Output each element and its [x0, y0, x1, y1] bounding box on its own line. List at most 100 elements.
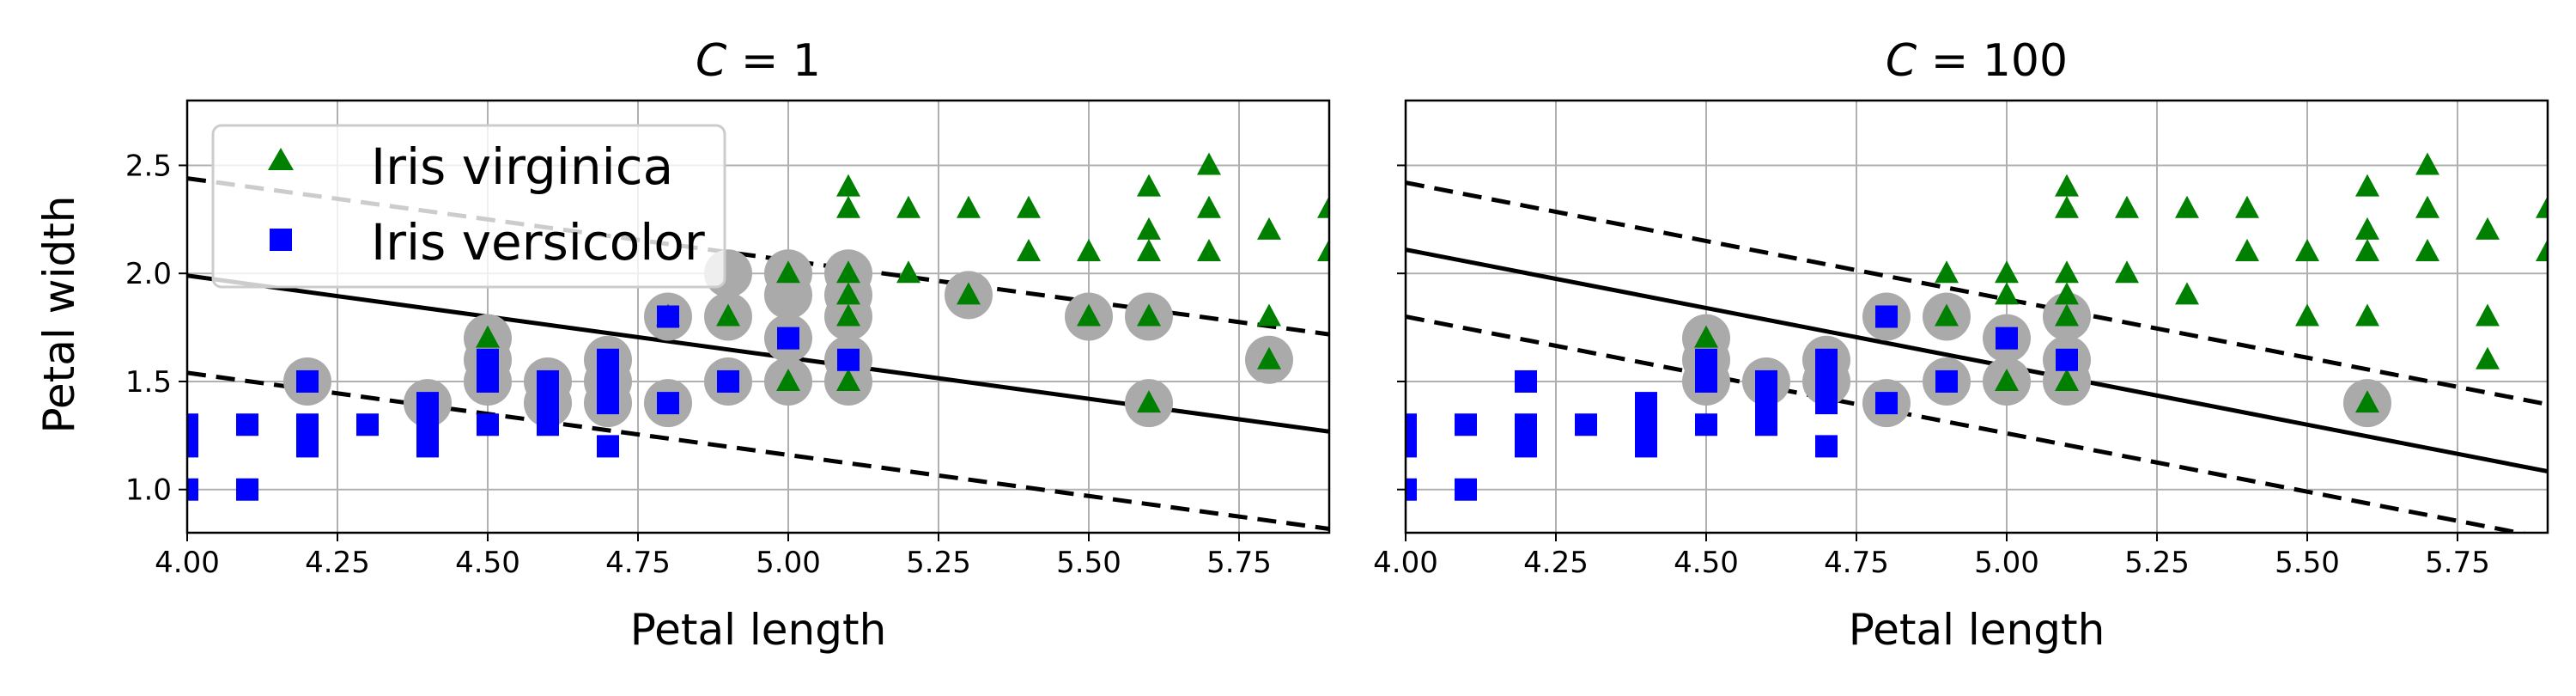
x-tick-label: 5.25: [2124, 546, 2190, 580]
plot-background: [1406, 101, 2548, 533]
virginica-point: [896, 260, 920, 284]
versicolor-point: [1755, 392, 1777, 415]
virginica-point: [2295, 239, 2319, 262]
versicolor-point: [477, 413, 499, 437]
virginica-point: [957, 195, 981, 218]
versicolor-point: [1635, 413, 1657, 437]
virginica-point: [1197, 195, 1221, 218]
virginica-point: [2055, 303, 2079, 327]
x-tick-label: 5.50: [1056, 546, 1121, 580]
versicolor-point: [356, 413, 379, 437]
versicolor-point: [477, 369, 499, 393]
virginica-point: [2415, 152, 2439, 175]
plot-content: [187, 152, 1329, 531]
virginica-point: [716, 303, 740, 327]
virginica-point: [2355, 217, 2379, 240]
versicolor-point: [1515, 369, 1537, 393]
virginica-point: [2476, 303, 2500, 327]
virginica-point: [1077, 303, 1101, 327]
virginica-point: [836, 303, 860, 327]
virginica-point: [1257, 346, 1281, 369]
versicolor-point: [1515, 413, 1537, 437]
x-tick-label: 5.25: [906, 546, 971, 580]
virginica-point: [1257, 303, 1281, 327]
versicolor-point: [837, 348, 860, 371]
x-tick-label: 4.25: [1523, 546, 1589, 580]
virginica-point: [2055, 174, 2079, 197]
y-tick-label: 1.5: [125, 365, 172, 400]
versicolor-point: [1406, 478, 1417, 501]
virginica-point: [1995, 368, 2019, 391]
virginica-point: [1257, 217, 1281, 240]
versicolor-point: [1695, 413, 1717, 437]
virginica-point: [1935, 260, 1959, 284]
versicolor-point: [597, 348, 619, 371]
versicolor-point: [657, 392, 679, 415]
versicolor-point: [1635, 392, 1657, 415]
plot-content: [1406, 152, 2548, 533]
versicolor-point: [537, 369, 559, 393]
versicolor-point: [597, 435, 619, 458]
x-tick-label: 5.75: [2425, 546, 2490, 580]
legend-square-icon: [270, 229, 292, 251]
versicolor-point: [777, 327, 799, 350]
title-value: = 1: [726, 35, 821, 87]
margin-upper-line: [1406, 180, 2548, 407]
versicolor-point: [1815, 348, 1838, 371]
x-tick-label: 4.25: [305, 546, 370, 580]
versicolor-point: [1875, 305, 1898, 328]
virginica-point: [2355, 390, 2379, 413]
x-tick-label: 4.75: [605, 546, 671, 580]
virginica-point: [2115, 195, 2139, 218]
virginica-point: [896, 195, 920, 218]
virginica-point: [1077, 239, 1101, 262]
y-axis-label: Petal width: [34, 196, 84, 434]
virginica-point: [2055, 260, 2079, 284]
panel-c100: C = 100 4.00 4.25 4.50 4.75 5.00 5.25 5.50 5.75…: [1373, 35, 2549, 655]
virginica-point: [776, 260, 800, 284]
x-axis-label-c1: Petal length: [630, 605, 887, 655]
versicolor-point: [1695, 348, 1717, 371]
versicolor-point: [537, 392, 559, 415]
legend-label-versicolor: Iris versicolor: [371, 213, 705, 272]
virginica-point: [2536, 195, 2548, 218]
x-tick-label: 4.00: [155, 546, 220, 580]
virginica-point: [2055, 195, 2079, 218]
y-tick-label: 2.5: [125, 149, 172, 183]
versicolor-point: [1455, 478, 1477, 501]
versicolor-point: [1935, 369, 1958, 393]
virginica-point: [2355, 303, 2379, 327]
virginica-point: [957, 282, 981, 305]
virginica-point: [1017, 195, 1041, 218]
panel-title-c100: C = 100: [1886, 35, 2068, 87]
title-value: = 100: [1917, 35, 2068, 87]
virginica-point: [836, 260, 860, 284]
virginica-point: [836, 174, 860, 197]
versicolor-point: [1996, 327, 2018, 350]
x-tick-label: 4.50: [455, 546, 520, 580]
virginica-point: [2235, 239, 2259, 262]
versicolor-point: [1695, 369, 1717, 393]
versicolor-point: [296, 413, 319, 437]
virginica-point: [2476, 346, 2500, 369]
versicolor-point: [597, 369, 619, 393]
versicolor-point: [597, 392, 619, 415]
versicolor-point: [1406, 435, 1417, 458]
legend-box: [211, 124, 726, 289]
versicolor-point: [187, 435, 198, 458]
versicolor-point: [296, 369, 319, 393]
y-tick-label: 1.0: [125, 473, 172, 508]
versicolor-point: [236, 413, 258, 437]
virginica-point: [2295, 303, 2319, 327]
versicolor-point: [1455, 413, 1477, 437]
versicolor-point: [1635, 435, 1657, 458]
virginica-point: [476, 325, 500, 348]
virginica-point: [1317, 239, 1329, 262]
virginica-point: [2415, 239, 2439, 262]
virginica-point: [2536, 239, 2548, 262]
versicolor-point: [416, 392, 439, 415]
legend: Iris virginica Iris versicolor: [211, 124, 726, 289]
virginica-point: [2355, 239, 2379, 262]
virginica-point: [1197, 239, 1221, 262]
